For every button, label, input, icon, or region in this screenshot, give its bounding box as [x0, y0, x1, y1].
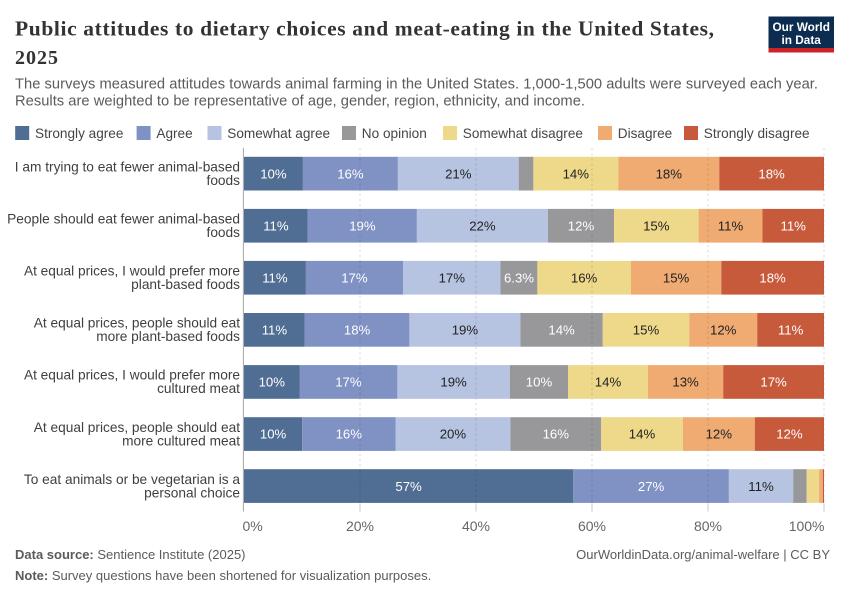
svg-text:12%: 12%: [710, 323, 737, 338]
svg-text:14%: 14%: [629, 427, 656, 442]
svg-text:Note: Survey questions have be: Note: Survey questions have been shorten…: [15, 568, 431, 583]
svg-text:At equal prices, people should: At equal prices, people should eat: [34, 316, 240, 331]
svg-text:To eat animals or be vegetaria: To eat animals or be vegetarian is a: [24, 472, 240, 487]
svg-text:The surveys measured attitudes: The surveys measured attitudes towards a…: [15, 76, 818, 92]
svg-text:Results are weighted to be rep: Results are weighted to be representativ…: [15, 94, 585, 110]
svg-text:Data source: Sentience Institu: Data source: Sentience Institute (2025): [15, 547, 246, 562]
svg-text:10%: 10%: [259, 375, 286, 390]
svg-text:Disagree: Disagree: [618, 126, 672, 141]
svg-text:11%: 11%: [780, 218, 806, 233]
svg-text:17%: 17%: [439, 271, 466, 286]
svg-text:10%: 10%: [260, 166, 287, 181]
svg-text:Somewhat disagree: Somewhat disagree: [463, 126, 583, 141]
svg-text:22%: 22%: [469, 218, 496, 233]
svg-text:Somewhat agree: Somewhat agree: [227, 126, 330, 141]
svg-text:Agree: Agree: [156, 126, 192, 141]
svg-text:11%: 11%: [718, 218, 744, 233]
svg-text:57%: 57%: [395, 479, 422, 494]
svg-text:18%: 18%: [656, 166, 683, 181]
svg-text:At equal prices, people should: At equal prices, people should eat: [34, 420, 240, 435]
svg-text:17%: 17%: [760, 375, 787, 390]
svg-text:12%: 12%: [776, 427, 803, 442]
svg-text:2025: 2025: [15, 47, 58, 69]
svg-text:16%: 16%: [336, 427, 363, 442]
svg-text:cultured meat: cultured meat: [157, 381, 240, 396]
svg-text:6.3%: 6.3%: [504, 271, 534, 286]
svg-text:foods: foods: [207, 225, 241, 240]
svg-text:80%: 80%: [694, 518, 722, 534]
svg-text:Public attitudes to dietary ch: Public attitudes to dietary choices and …: [15, 17, 714, 41]
svg-text:13%: 13%: [672, 375, 699, 390]
svg-text:18%: 18%: [758, 166, 785, 181]
svg-text:more plant-based foods: more plant-based foods: [96, 329, 240, 344]
svg-text:100%: 100%: [789, 518, 825, 534]
svg-text:11%: 11%: [262, 271, 288, 286]
svg-text:11%: 11%: [748, 479, 774, 494]
svg-text:17%: 17%: [341, 271, 368, 286]
svg-text:Our World: Our World: [772, 20, 829, 34]
svg-text:personal choice: personal choice: [144, 485, 240, 500]
svg-text:14%: 14%: [563, 166, 590, 181]
svg-text:10%: 10%: [260, 427, 287, 442]
svg-text:60%: 60%: [578, 518, 606, 534]
svg-text:plant-based foods: plant-based foods: [131, 277, 240, 292]
svg-text:11%: 11%: [262, 323, 288, 338]
svg-text:19%: 19%: [440, 375, 467, 390]
svg-text:foods: foods: [207, 173, 241, 188]
svg-text:I am trying to eat fewer anima: I am trying to eat fewer animal-based: [15, 160, 240, 175]
svg-text:15%: 15%: [663, 271, 690, 286]
svg-text:12%: 12%: [706, 427, 733, 442]
svg-text:People should eat fewer animal: People should eat fewer animal-based: [7, 212, 240, 227]
svg-text:20%: 20%: [346, 518, 374, 534]
svg-text:15%: 15%: [633, 323, 660, 338]
svg-text:No opinion: No opinion: [362, 126, 427, 141]
svg-text:in Data: in Data: [782, 33, 822, 47]
svg-text:0%: 0%: [243, 518, 263, 534]
svg-text:Strongly disagree: Strongly disagree: [704, 126, 810, 141]
svg-text:18%: 18%: [759, 271, 786, 286]
svg-text:10%: 10%: [526, 375, 553, 390]
svg-text:16%: 16%: [571, 271, 598, 286]
svg-text:12%: 12%: [568, 218, 595, 233]
svg-text:17%: 17%: [335, 375, 362, 390]
svg-text:At equal prices, I would prefe: At equal prices, I would prefer more: [24, 368, 240, 383]
svg-text:15%: 15%: [643, 218, 670, 233]
svg-text:14%: 14%: [595, 375, 622, 390]
svg-text:21%: 21%: [445, 166, 472, 181]
svg-text:19%: 19%: [452, 323, 479, 338]
svg-text:11%: 11%: [778, 323, 804, 338]
svg-text:19%: 19%: [349, 218, 376, 233]
svg-text:14%: 14%: [548, 323, 575, 338]
svg-text:more cultured meat: more cultured meat: [122, 433, 240, 448]
svg-text:27%: 27%: [638, 479, 665, 494]
svg-text:20%: 20%: [440, 427, 467, 442]
svg-text:18%: 18%: [344, 323, 371, 338]
svg-text:40%: 40%: [462, 518, 490, 534]
svg-text:OurWorldinData.org/animal-welf: OurWorldinData.org/animal-welfare | CC B…: [576, 547, 830, 562]
svg-text:At equal prices, I would prefe: At equal prices, I would prefer more: [24, 264, 240, 279]
svg-text:16%: 16%: [543, 427, 570, 442]
svg-text:Strongly agree: Strongly agree: [35, 126, 123, 141]
svg-text:11%: 11%: [263, 218, 289, 233]
svg-text:16%: 16%: [337, 166, 364, 181]
